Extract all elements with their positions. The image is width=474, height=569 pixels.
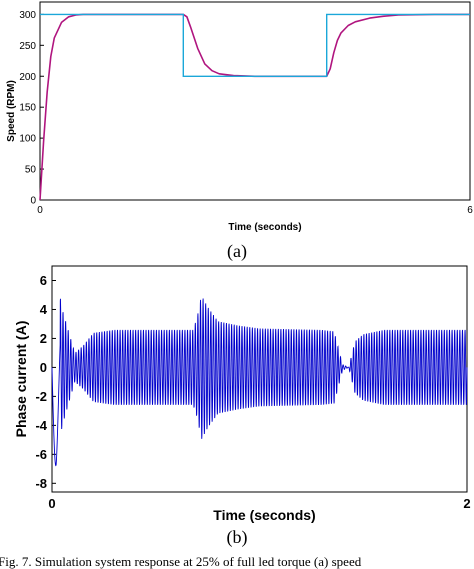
speed-actual-line bbox=[39, 13, 470, 201]
speed-series bbox=[39, 13, 470, 201]
speed-x-axis-label: Time (seconds) bbox=[228, 222, 301, 233]
current-y-tick-label: -2 bbox=[35, 389, 47, 404]
current-y-axis-label: Phase current (A) bbox=[13, 321, 29, 438]
current-x-tick-label: 0 bbox=[48, 496, 55, 511]
current-y-tick-label: -6 bbox=[35, 447, 47, 462]
panel-b-label: (b) bbox=[227, 527, 248, 548]
speed-y-ticks: 0 50 100 150 200 250 300 bbox=[19, 10, 44, 207]
current-y-tick-label: 4 bbox=[40, 302, 48, 317]
speed-y-tick-label: 150 bbox=[19, 103, 36, 114]
speed-y-tick-label: 300 bbox=[19, 10, 36, 21]
speed-y-axis-label: Speed (RPM) bbox=[6, 80, 17, 142]
speed-x-tick-label: 6 bbox=[467, 205, 473, 216]
speed-plot-frame bbox=[39, 1, 471, 201]
current-y-tick-label: -8 bbox=[35, 476, 47, 491]
current-y-tick-label: 2 bbox=[40, 331, 47, 346]
current-y-tick-label: -4 bbox=[35, 418, 47, 433]
current-series bbox=[51, 298, 468, 467]
current-x-tick-label: 2 bbox=[463, 496, 470, 511]
figure-caption: Fig. 7. Simulation system response at 25… bbox=[0, 554, 362, 569]
speed-y-tick-label: 0 bbox=[30, 196, 36, 207]
speed-reference-line bbox=[40, 13, 470, 77]
speed-y-tick-label: 250 bbox=[19, 41, 36, 52]
speed-x-tick-label: 0 bbox=[37, 205, 43, 216]
current-y-tick-label: 0 bbox=[40, 360, 47, 375]
current-x-axis-label: Time (seconds) bbox=[213, 507, 315, 523]
speed-y-tick-label: 50 bbox=[25, 165, 37, 176]
speed-y-tick-label: 200 bbox=[19, 72, 36, 83]
phase-current-line bbox=[51, 298, 468, 467]
current-y-tick-label: 6 bbox=[40, 273, 47, 288]
speed-y-tick-label: 100 bbox=[19, 134, 36, 145]
current-y-ticks: -8 -6 -4 -2 0 2 4 6 bbox=[35, 273, 56, 491]
panel-a-label: (a) bbox=[227, 241, 247, 262]
